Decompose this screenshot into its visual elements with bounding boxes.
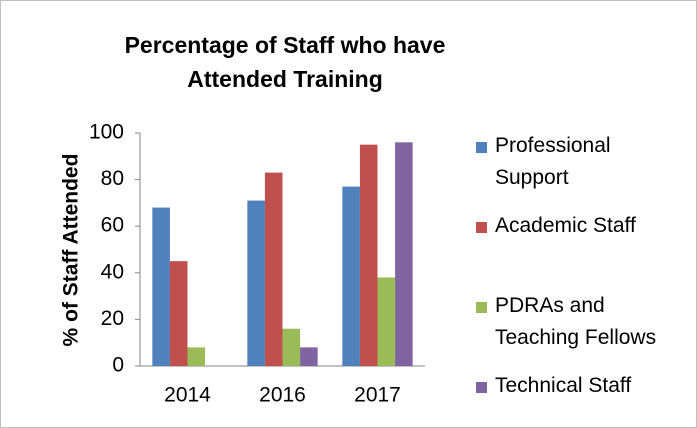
- chart-title: Percentage of Staff who have Attended Tr…: [124, 32, 446, 92]
- bar: [359, 144, 378, 366]
- y-tick-label: 60: [101, 214, 124, 237]
- bar: [247, 200, 265, 366]
- y-tick-label: 80: [101, 167, 124, 190]
- x-tick-label: 2017: [354, 384, 401, 407]
- y-tick-label: 100: [89, 121, 124, 144]
- bar: [300, 347, 318, 366]
- bar: [342, 186, 360, 366]
- y-tick-label: 20: [101, 307, 124, 330]
- legend-swatch: [476, 302, 487, 313]
- bar: [187, 347, 206, 366]
- bar: [264, 172, 283, 366]
- bar: [395, 142, 413, 366]
- bar: [282, 328, 301, 366]
- x-tick-label: 2016: [259, 384, 306, 407]
- legend-swatch: [476, 222, 487, 233]
- legend-swatch: [476, 382, 487, 393]
- x-tick-label: 2014: [164, 384, 211, 407]
- bar: [377, 277, 396, 366]
- legend-label: PDRAs and Teaching Fellows: [495, 294, 657, 349]
- y-tick-label: 0: [112, 354, 124, 377]
- legend-label: Technical Staff: [495, 374, 632, 397]
- y-tick-label: 40: [101, 260, 124, 283]
- legend-label: Professional Support: [495, 134, 611, 189]
- y-axis-title: % of Staff Attended: [60, 154, 83, 347]
- legend-label: Academic Staff: [495, 214, 636, 237]
- bar: [169, 261, 188, 366]
- legend-swatch: [476, 142, 487, 153]
- bar: [152, 207, 170, 366]
